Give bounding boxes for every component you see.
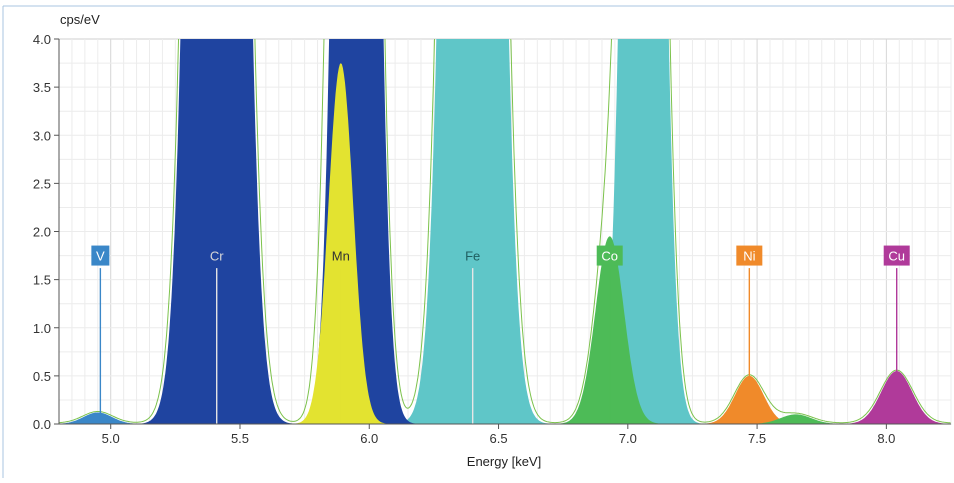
peak-v [59,412,162,424]
x-tick-label: 6.5 [489,431,507,446]
element-label-fe[interactable]: Fe [465,249,480,264]
element-markers [99,268,898,424]
element-labels: V Cr Mn Fe Co Ni Cu [91,245,910,266]
element-label-mn[interactable]: Mn [327,245,354,266]
peak-co-k- [726,414,866,424]
measured-spectrum-line [59,39,951,424]
element-label-text: Ni [743,249,755,264]
element-label-text: Mn [332,249,350,264]
element-label-text: Fe [465,249,480,264]
x-tick-label: 5.0 [102,431,120,446]
y-axis-title: cps/eV [60,12,100,27]
peak-mn [285,63,397,424]
peak-fe [391,39,555,424]
y-tick-label: 1.5 [33,273,51,288]
axes: 5.0 5.5 6.0 6.5 7.0 7.5 8.0 0.0 0.5 1.0 1.5 2.0 2.5 3… [33,32,951,446]
peak-cr [135,39,299,424]
y-tick-label: 3.5 [33,80,51,95]
x-tick-label: 6.0 [360,431,378,446]
element-label-text: Cr [210,249,224,264]
element-label-v[interactable]: V [91,245,110,266]
element-label-box [883,245,910,266]
element-label-box [596,245,623,266]
y-tick-label: 3.0 [33,128,51,143]
x-tick-label: 5.5 [231,431,249,446]
element-label-text: Co [601,249,618,264]
y-tick-label: 2.0 [33,225,51,240]
measured-spectrum [59,39,951,424]
element-label-box [736,245,763,266]
element-label-text: V [96,249,105,264]
x-axis-title: Energy [keV] [467,454,541,469]
element-label-cr[interactable]: Cr [210,249,224,264]
x-tick-label: 7.0 [619,431,637,446]
element-label-cu[interactable]: Cu [883,245,910,266]
peak-cu [826,371,951,424]
y-tick-label: 0.0 [33,417,51,432]
element-label-ni[interactable]: Ni [736,245,763,266]
y-tick-label: 1.0 [33,321,51,336]
element-label-text: Cu [888,249,905,264]
y-tick-label: 4.0 [33,32,51,47]
element-label-co[interactable]: Co [596,245,623,266]
y-tick-label: 2.5 [33,176,51,191]
x-tick-label: 7.5 [748,431,766,446]
y-tick-label: 0.5 [33,369,51,384]
x-tick-label: 8.0 [877,431,895,446]
element-label-box [327,245,354,266]
element-label-box [91,245,110,266]
